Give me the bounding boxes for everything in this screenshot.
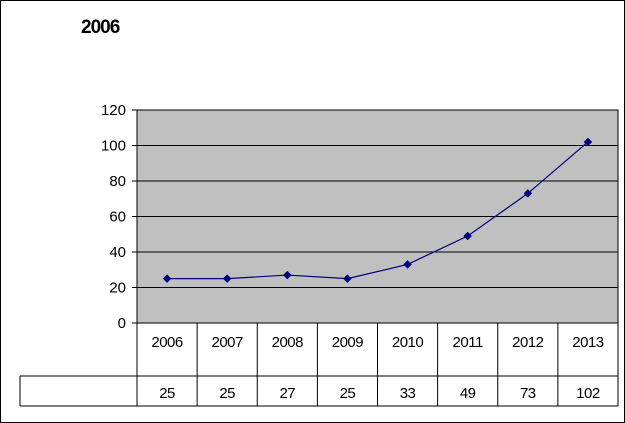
category-label: 2010	[392, 334, 424, 351]
data-point	[343, 274, 352, 283]
data-table-value: 25	[159, 385, 175, 402]
data-point	[523, 189, 533, 198]
data-table-value: 25	[340, 385, 356, 402]
series-line	[167, 141, 589, 280]
y-tick-label: 60	[109, 209, 126, 226]
y-tick-label: 80	[109, 173, 126, 190]
chart-title: 2006	[81, 17, 120, 38]
data-point	[403, 260, 412, 269]
category-label: 2006	[151, 334, 183, 351]
data-table-value: 27	[279, 385, 295, 402]
category-label: 2013	[572, 334, 604, 351]
y-tick-label: 20	[109, 280, 126, 297]
y-tick-label: 120	[101, 102, 126, 119]
y-tick-label: 100	[101, 138, 126, 155]
data-table-value: 102	[576, 385, 600, 402]
data-point	[583, 137, 593, 147]
category-label: 2008	[272, 334, 304, 351]
category-label: 2007	[212, 334, 244, 351]
data-point	[463, 231, 473, 241]
y-tick-label: 0	[118, 315, 126, 332]
data-point	[222, 274, 232, 283]
data-table-value: 73	[520, 385, 536, 402]
data-table-value: 49	[460, 385, 476, 402]
category-label: 2009	[332, 334, 364, 351]
data-point	[162, 274, 172, 283]
data-table-value: 25	[219, 385, 235, 402]
data-point	[282, 270, 292, 280]
y-tick-label: 40	[109, 244, 126, 261]
category-label: 2011	[453, 334, 483, 351]
data-table-value: 33	[400, 385, 416, 402]
category-label: 2012	[512, 334, 544, 351]
